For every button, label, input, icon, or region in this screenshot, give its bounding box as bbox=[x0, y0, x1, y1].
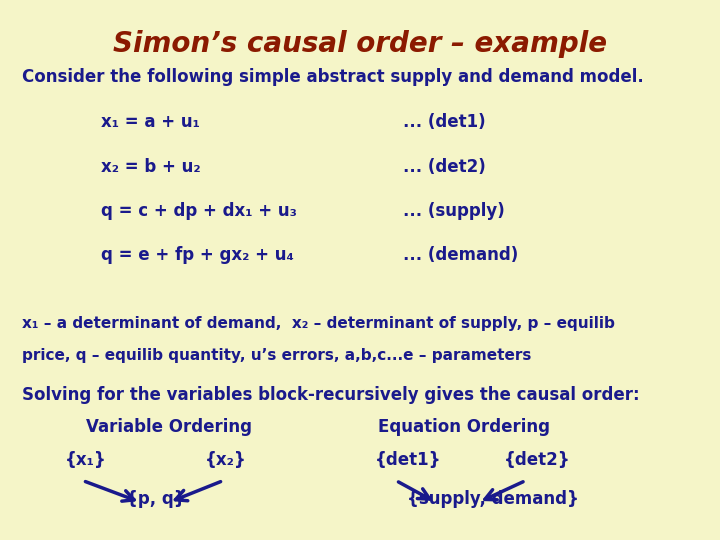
Text: {supply, demand}: {supply, demand} bbox=[407, 490, 579, 508]
Text: Equation Ordering: Equation Ordering bbox=[378, 418, 550, 436]
Text: ... (demand): ... (demand) bbox=[403, 246, 518, 264]
Text: ... (supply): ... (supply) bbox=[403, 202, 505, 220]
Text: {det2}: {det2} bbox=[504, 451, 571, 469]
Text: Variable Ordering: Variable Ordering bbox=[86, 418, 253, 436]
Text: {x₂}: {x₂} bbox=[205, 451, 247, 469]
Text: x₁ = a + u₁: x₁ = a + u₁ bbox=[101, 113, 199, 131]
Text: Consider the following simple abstract supply and demand model.: Consider the following simple abstract s… bbox=[22, 68, 644, 85]
Text: {p, q}: {p, q} bbox=[126, 490, 186, 508]
Text: Simon’s causal order – example: Simon’s causal order – example bbox=[113, 30, 607, 58]
Text: x₁ – a determinant of demand,  x₂ – determinant of supply, p – equilib: x₁ – a determinant of demand, x₂ – deter… bbox=[22, 316, 614, 331]
Text: ... (det2): ... (det2) bbox=[403, 158, 486, 176]
Text: {det1}: {det1} bbox=[374, 451, 441, 469]
Text: q = c + dp + dx₁ + u₃: q = c + dp + dx₁ + u₃ bbox=[101, 202, 297, 220]
Text: price, q – equilib quantity, u’s errors, a,b,c...e – parameters: price, q – equilib quantity, u’s errors,… bbox=[22, 348, 531, 363]
Text: ... (det1): ... (det1) bbox=[403, 113, 486, 131]
Text: Solving for the variables block-recursively gives the causal order:: Solving for the variables block-recursiv… bbox=[22, 386, 639, 404]
Text: {x₁}: {x₁} bbox=[65, 451, 107, 469]
Text: x₂ = b + u₂: x₂ = b + u₂ bbox=[101, 158, 200, 176]
Text: q = e + fp + gx₂ + u₄: q = e + fp + gx₂ + u₄ bbox=[101, 246, 294, 264]
